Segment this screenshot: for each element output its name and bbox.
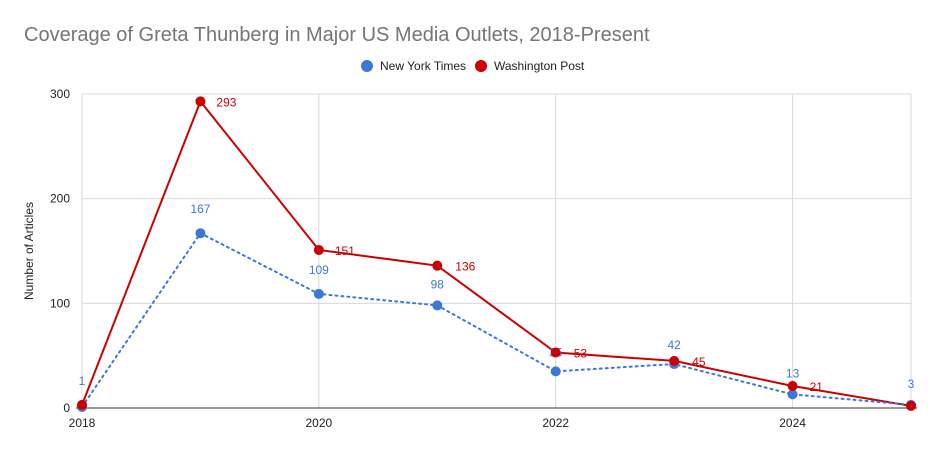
y-tick-label: 100 [50, 296, 70, 310]
data-label: 13 [786, 366, 800, 380]
x-tick-label: 2018 [69, 416, 96, 430]
legend-label: Washington Post [494, 59, 585, 73]
data-label: 293 [216, 95, 236, 109]
data-label: 1 [79, 374, 86, 388]
y-tick-label: 0 [63, 401, 70, 415]
data-point [77, 399, 87, 410]
axes: 0 100 200 300 2018 2020 2022 2024 [50, 87, 917, 430]
legend: New York Times Washington Post [361, 59, 585, 73]
data-point [669, 355, 680, 366]
y-tick-label: 200 [50, 192, 70, 206]
legend-marker [475, 60, 487, 72]
data-point [906, 400, 916, 411]
data-point [313, 244, 324, 255]
data-point [313, 288, 324, 299]
data-label: 151 [335, 244, 355, 258]
legend-marker [361, 60, 373, 72]
data-label: 21 [810, 380, 824, 394]
x-tick-label: 2020 [306, 416, 333, 430]
x-tick-label: 2022 [542, 416, 569, 430]
data-label: 45 [692, 355, 706, 369]
data-point [550, 366, 561, 377]
x-tick-label: 2024 [779, 416, 806, 430]
series: 1167109983542133293151136534521 [77, 95, 916, 412]
data-label: 3 [908, 377, 915, 391]
y-tick-label: 300 [50, 87, 70, 101]
data-label: 136 [455, 260, 475, 274]
data-label: 109 [309, 263, 329, 277]
legend-label: New York Times [380, 59, 466, 73]
chart-title: Coverage of Greta Thunberg in Major US M… [24, 24, 650, 46]
data-point [787, 381, 798, 392]
data-label: 98 [431, 277, 445, 291]
data-point [195, 228, 206, 239]
data-point [432, 300, 443, 311]
grid [81, 93, 912, 408]
data-point [550, 347, 561, 358]
data-label: 53 [574, 347, 588, 361]
y-axis-label: Number of Articles [22, 202, 36, 300]
series-line-new-york-times [81, 231, 912, 408]
data-point [787, 389, 798, 400]
data-point [195, 96, 206, 107]
data-label: 42 [667, 338, 681, 352]
data-point [432, 260, 443, 271]
data-label: 167 [190, 202, 210, 216]
series-line-washington-post [81, 99, 912, 407]
